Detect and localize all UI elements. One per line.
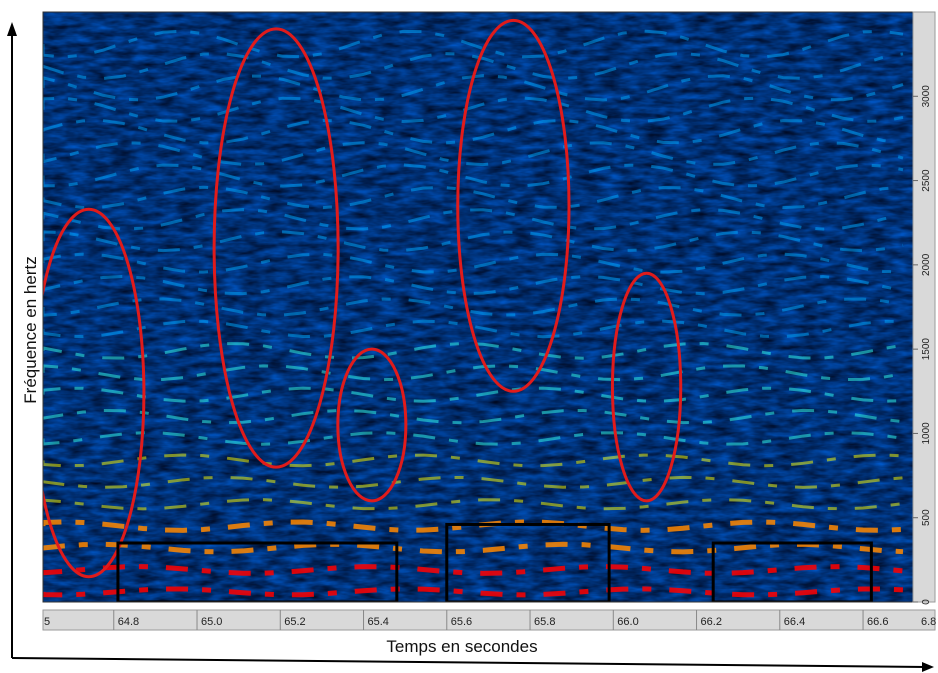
x-axis-panel: [42, 609, 936, 631]
x-axis-arrowhead: [922, 662, 934, 672]
x-tick-label: 66.2: [701, 616, 722, 628]
annotation-ellipse: [610, 271, 683, 503]
harmonic-band: [43, 453, 904, 468]
harmonic-band: [43, 519, 904, 533]
harmonic-band: [43, 274, 904, 296]
annotation-ellipse: [336, 347, 408, 503]
x-axis-label: Temps en secondes: [386, 637, 537, 656]
harmonic-band: [43, 297, 904, 317]
y-axis-label: Fréquence en hertz: [21, 256, 40, 403]
harmonic-band: [43, 252, 904, 274]
harmonic-band: [43, 51, 904, 81]
x-tick-label: 65.8: [534, 616, 555, 628]
x-tick-label: 64.8: [118, 616, 139, 628]
annotation-ellipse: [212, 27, 340, 469]
x-tick-label: 66.4: [784, 616, 805, 628]
harmonic-band: [43, 386, 904, 403]
harmonic-band: [43, 408, 904, 425]
y-tick-label: 500: [921, 509, 932, 526]
harmonic-band: [43, 586, 904, 598]
harmonic-band: [43, 564, 904, 576]
harmonic-band: [43, 163, 904, 188]
annotation-box: [116, 541, 399, 602]
annotation-ellipse: [456, 18, 571, 393]
x-tick-label: 65.2: [284, 616, 305, 628]
x-tick-label: 66.0: [617, 616, 638, 628]
x-axis-arrow-line: [11, 657, 927, 668]
x-tick-edge-right: 6.8: [921, 616, 936, 628]
x-tick-label: 65.6: [451, 616, 472, 628]
harmonic-band: [43, 230, 904, 253]
harmonic-band: [43, 118, 904, 145]
harmonic-band: [43, 341, 904, 360]
harmonic-band: [43, 208, 904, 231]
annotation-ellipse: [43, 207, 146, 579]
annotation-box: [445, 522, 611, 602]
harmonic-band: [43, 96, 904, 124]
harmonic-bands: [43, 29, 904, 598]
y-tick-label: 0: [921, 599, 932, 605]
y-tick-label: 1000: [921, 422, 932, 445]
y-tick-label: 2000: [921, 253, 932, 276]
x-tick-label: 65.4: [368, 616, 389, 628]
harmonic-band: [43, 74, 904, 102]
x-tick-label: 66.6: [867, 616, 888, 628]
harmonic-band: [43, 475, 904, 489]
harmonic-band: [43, 541, 904, 555]
y-tick-label: 2500: [921, 169, 932, 192]
y-tick-layer: 0 500 1000 1500 2000 2500 3000: [913, 85, 932, 605]
harmonic-band: [43, 364, 904, 382]
x-tick-layer: 64.8 65.0 65.2 65.4 65.6 65.8 66.0 66.2 66.4 66.6: [113, 610, 888, 630]
x-tick-edge-left: 5: [44, 616, 50, 628]
harmonic-band: [43, 185, 904, 210]
annotation-layer: [43, 18, 873, 602]
y-tick-label: 1500: [921, 338, 932, 361]
harmonic-band: [43, 498, 904, 511]
harmonic-band: [43, 431, 904, 446]
harmonic-band: [43, 319, 904, 339]
y-axis-panel: [912, 11, 936, 603]
y-tick-label: 3000: [921, 85, 932, 108]
y-axis-arrowhead: [7, 22, 17, 36]
x-tick-label: 65.0: [201, 616, 222, 628]
harmonic-band: [43, 141, 904, 167]
annotation-box: [711, 541, 873, 602]
harmonic-band: [43, 29, 904, 59]
